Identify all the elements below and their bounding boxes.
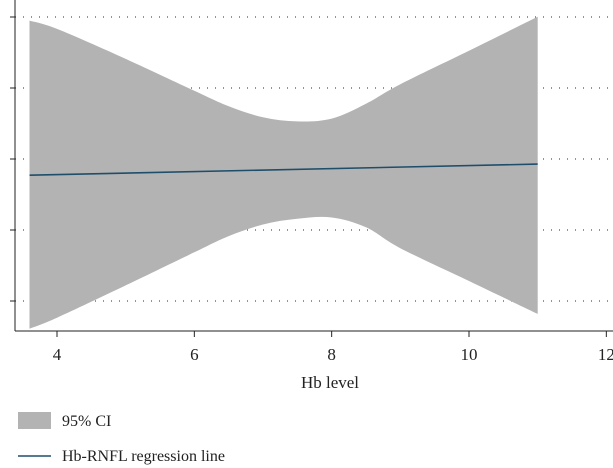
regression-line-layer [29,163,538,176]
x-axis-title: Hb level [301,373,359,392]
x-tick-label: 6 [190,345,199,364]
ci-band [29,16,538,329]
regression-line [29,163,538,176]
ci-band-layer [29,16,538,329]
x-tick-label: 4 [53,345,62,364]
ticks: 4 6 8 10 12 [10,16,613,364]
legend-label-regression: Hb-RNFL regression line [62,448,225,465]
x-tick-label: 12 [598,345,613,364]
legend-label-ci: 95% CI [62,413,111,430]
x-tick-label: 8 [327,345,336,364]
axes [14,0,613,332]
legend-swatch-ci [18,412,51,429]
x-tick-label: 10 [461,345,478,364]
legend: 95% CI Hb-RNFL regression line [18,412,225,465]
